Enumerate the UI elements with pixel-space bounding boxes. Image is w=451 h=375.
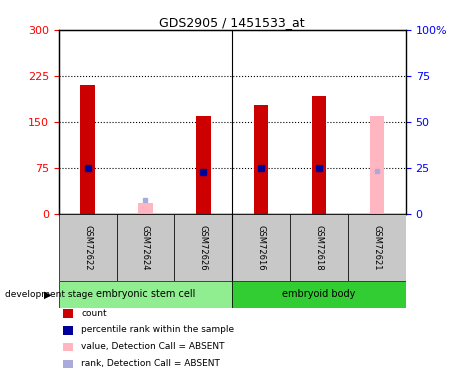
Bar [232,214,290,281]
Bar [196,116,211,214]
Text: ▶: ▶ [44,290,51,299]
Bar [59,281,232,308]
Title: GDS2905 / 1451533_at: GDS2905 / 1451533_at [160,16,305,29]
Bar [232,281,406,308]
Text: GSM72618: GSM72618 [315,225,323,270]
Text: GSM72622: GSM72622 [83,225,92,270]
Text: GSM72621: GSM72621 [373,225,382,270]
Text: GSM72616: GSM72616 [257,225,266,270]
Text: percentile rank within the sample: percentile rank within the sample [81,326,235,334]
Bar [175,214,232,281]
Bar [370,116,384,214]
Text: count: count [81,309,107,318]
Bar [290,214,348,281]
Bar [254,105,268,214]
Text: embryoid body: embryoid body [282,290,356,299]
Bar [138,203,153,214]
Text: development stage: development stage [5,290,92,299]
Bar [80,85,95,214]
Bar [348,214,406,281]
Bar [312,96,327,214]
Text: value, Detection Call = ABSENT: value, Detection Call = ABSENT [81,342,225,351]
Text: GSM72624: GSM72624 [141,225,150,270]
Bar [116,214,175,281]
Text: GSM72626: GSM72626 [199,225,208,270]
Bar [59,214,116,281]
Text: embryonic stem cell: embryonic stem cell [96,290,195,299]
Text: rank, Detection Call = ABSENT: rank, Detection Call = ABSENT [81,359,220,368]
